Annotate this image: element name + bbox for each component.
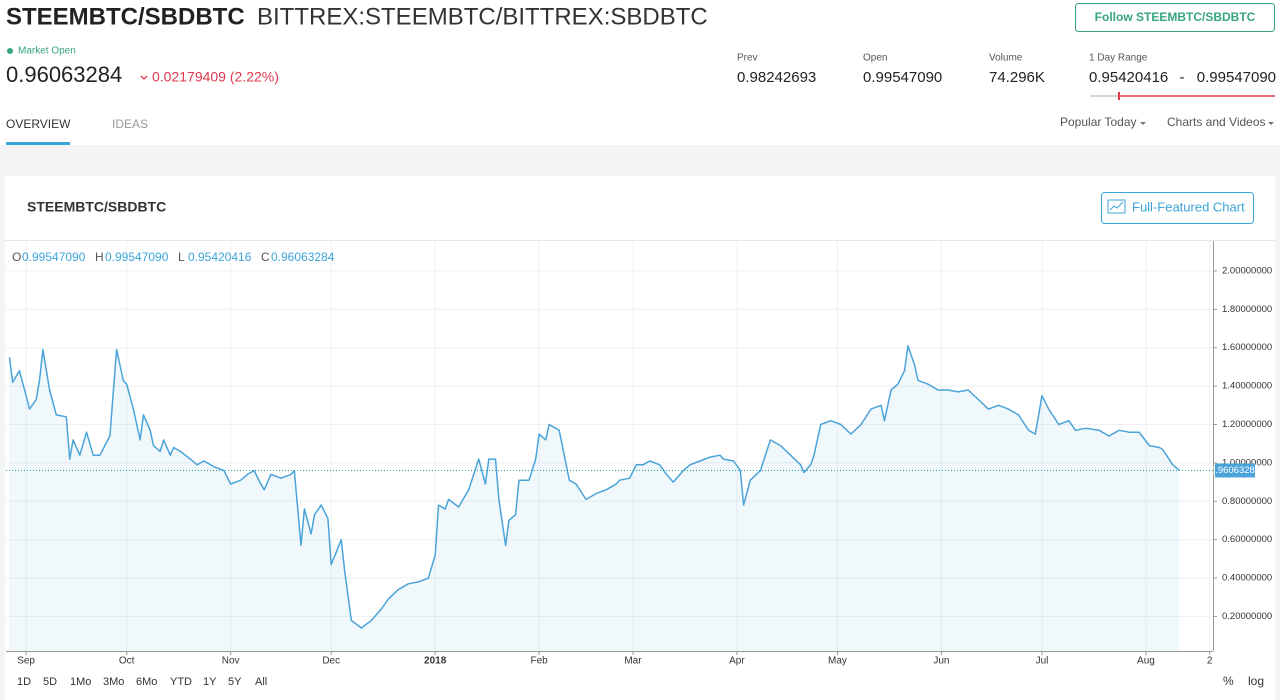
percent-button[interactable]: % (1223, 674, 1234, 688)
day-range-high: 0.99547090 (1197, 69, 1276, 86)
dropdown-caret (1140, 122, 1146, 125)
ohlc-key: C (261, 250, 270, 264)
x-tick-label: Mar (624, 656, 642, 667)
x-tick-label: Jun (933, 656, 949, 667)
ohlc-value: 0.99547090 (105, 250, 169, 264)
range-button[interactable]: 1D (17, 676, 31, 688)
chart-card (5, 176, 1275, 700)
stat-value: 74.296K (989, 69, 1045, 86)
y-tick-label: 2.00000000 (1222, 265, 1272, 276)
ohlc-key: H (95, 250, 104, 264)
y-tick-label: 0.20000000 (1222, 611, 1272, 622)
stat-value: 0.99547090 (863, 69, 942, 86)
follow-button-label[interactable]: Follow STEEMBTC/SBDBTC (1095, 10, 1256, 24)
y-tick-label: 1.00000000 (1222, 457, 1272, 468)
status-dot (7, 48, 13, 54)
stat-label: Prev (737, 53, 758, 64)
y-tick-label: 0.40000000 (1222, 573, 1272, 584)
dropdown-caret (1268, 122, 1274, 125)
dropdown-charts[interactable]: Charts and Videos (1167, 115, 1266, 129)
tab-ideas[interactable]: IDEAS (112, 117, 148, 131)
x-tick-label: 2018 (424, 656, 447, 667)
range-button[interactable]: YTD (170, 676, 192, 688)
y-tick-label: 0.80000000 (1222, 496, 1272, 507)
stat-value: 0.98242693 (737, 69, 816, 86)
range-button[interactable]: 6Mo (136, 676, 157, 688)
x-tick-label: 2 (1207, 656, 1213, 667)
x-tick-label: Jul (1036, 656, 1049, 667)
last-price-box (1215, 463, 1255, 478)
ohlc-key: L (178, 250, 185, 264)
full-name: BITTREX:STEEMBTC/BITTREX:SBDBTC (257, 3, 708, 30)
x-tick-label: Aug (1137, 656, 1155, 667)
range-button[interactable]: 5Y (228, 676, 242, 688)
y-tick-label: 0.60000000 (1222, 534, 1272, 545)
full-chart-label[interactable]: Full-Featured Chart (1132, 199, 1245, 214)
chart-icon-line (1109, 201, 1124, 211)
day-range-low: 0.95420416 (1089, 69, 1168, 86)
full-chart-frame (1101, 192, 1254, 224)
full-chart-button[interactable]: Full-Featured Chart (1101, 192, 1254, 224)
range-button[interactable]: 1Mo (70, 676, 91, 688)
ohlc-key: O (12, 250, 21, 264)
down-arrow (140, 75, 148, 80)
chart: 0.20000000 0.40000000 0.60000000 0.80000000… (6, 241, 1272, 688)
x-tick-label: Nov (222, 656, 240, 667)
last-price-label: 0.96063284 (1210, 465, 1260, 476)
day-range-separator: - (1180, 69, 1185, 86)
log-button[interactable]: log (1248, 674, 1264, 688)
tab-overview[interactable]: OVERVIEW (6, 117, 71, 131)
x-tick-label: Dec (322, 656, 340, 667)
y-tick-label: 1.80000000 (1222, 304, 1272, 315)
stat-label: Volume (989, 53, 1023, 64)
stat-label: Open (863, 53, 887, 64)
range-button[interactable]: 1Y (203, 676, 217, 688)
dropdown-popular[interactable]: Popular Today (1060, 115, 1137, 129)
follow-button[interactable]: Follow STEEMBTC/SBDBTC (1075, 3, 1275, 32)
ohlc-value: 0.95420416 (188, 250, 252, 264)
area-fill (9, 345, 1180, 651)
x-tick-label: May (828, 656, 847, 667)
day-range-label: 1 Day Range (1089, 53, 1148, 64)
card-title: STEEMBTC/SBDBTC (27, 199, 166, 215)
price-line (8, 345, 1180, 629)
price: 0.96063284 (6, 62, 122, 87)
range-button[interactable]: All (255, 676, 267, 688)
tab-underline (6, 142, 70, 145)
price-change: 0.02179409 (2.22%) (152, 69, 279, 85)
range-button[interactable]: 5D (43, 676, 57, 688)
range-button[interactable]: 3Mo (103, 676, 124, 688)
chart-icon (1107, 199, 1126, 214)
ohlc-value: 0.96063284 (271, 250, 335, 264)
y-tick-label: 1.60000000 (1222, 342, 1272, 353)
follow-button-frame (1075, 3, 1275, 32)
x-tick-label: Apr (729, 656, 745, 667)
x-tick-label: Sep (17, 656, 35, 667)
symbol: STEEMBTC/SBDBTC (6, 3, 245, 30)
y-tick-label: 1.40000000 (1222, 381, 1272, 392)
market-status: Market Open (18, 46, 76, 57)
x-tick-label: Feb (530, 656, 548, 667)
ohlc-value: 0.99547090 (22, 250, 86, 264)
x-tick-label: Oct (119, 656, 135, 667)
stats: Prev 0.98242693 Open 0.99547090 Volume 74.296… (737, 53, 1045, 86)
y-tick-label: 1.20000000 (1222, 419, 1272, 430)
